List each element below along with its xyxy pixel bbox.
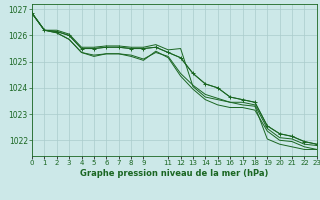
X-axis label: Graphe pression niveau de la mer (hPa): Graphe pression niveau de la mer (hPa) (80, 169, 268, 178)
